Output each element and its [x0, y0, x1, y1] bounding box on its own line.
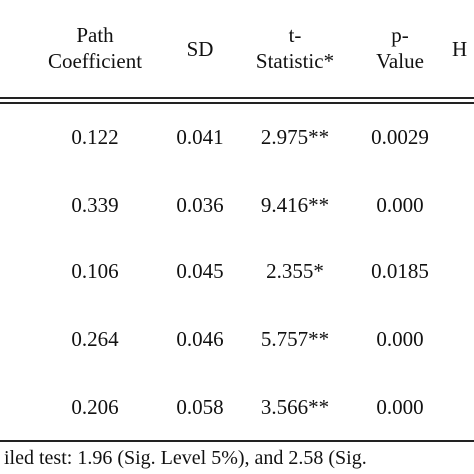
- table-footnote: iled test: 1.96 (Sig. Level 5%), and 2.5…: [4, 447, 367, 469]
- header-h: H: [452, 36, 474, 62]
- header-line1: t-: [288, 23, 302, 47]
- table-cell: 0.045: [176, 259, 224, 283]
- table-cell: 0.000: [376, 327, 424, 351]
- header-p-value: p- Value: [360, 22, 440, 74]
- header-line1: Path: [76, 23, 114, 47]
- table-cell: 0.206: [71, 395, 119, 419]
- table-cell: 0.122: [71, 125, 119, 149]
- header-path-coefficient: Path Coefficient: [30, 22, 160, 74]
- header-line2: Statistic*: [255, 49, 335, 73]
- table-bottom-rule: [0, 440, 474, 442]
- header-line2: Value: [376, 49, 424, 73]
- table-cell: 0.0029: [371, 125, 429, 149]
- table-cell: 0.000: [376, 193, 424, 217]
- header-line2: H: [452, 37, 468, 61]
- table-cell: 3.566**: [260, 395, 330, 419]
- header-rule-top: [0, 97, 474, 99]
- header-t-statistic: t- Statistic*: [240, 22, 350, 74]
- header-line1: p-: [391, 23, 409, 47]
- table-cell: 0.058: [176, 395, 224, 419]
- table-cell: 0.041: [176, 125, 224, 149]
- table-cell: 5.757**: [260, 327, 330, 351]
- table-cell: 2.975**: [260, 125, 330, 149]
- table-cell: 0.106: [71, 259, 119, 283]
- table-cell: 9.416**: [260, 193, 330, 217]
- header-line2: SD: [186, 37, 214, 61]
- header-line2: Coefficient: [47, 49, 143, 73]
- table-cell: 2.355*: [266, 259, 324, 283]
- header-rule-bottom: [0, 102, 474, 104]
- table-cell: 0.036: [176, 193, 224, 217]
- table-cell: 0.0185: [371, 259, 429, 283]
- table-cell: 0.264: [71, 327, 119, 351]
- table-cell: 0.000: [376, 395, 424, 419]
- header-sd: SD: [165, 36, 235, 62]
- table-cell: 0.339: [71, 193, 119, 217]
- table-cell: 0.046: [176, 327, 224, 351]
